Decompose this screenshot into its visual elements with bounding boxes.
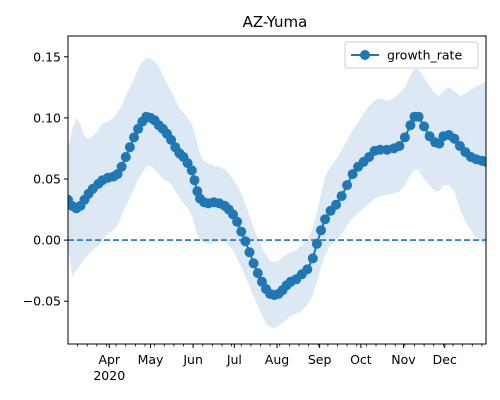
x-tick-label: Jun [182,352,203,367]
x-tick-label: Jul [226,352,242,367]
x-tick-label: Oct [350,352,372,367]
data-point [307,253,318,264]
data-point [449,133,460,144]
y-tick-label: 0.00 [33,233,61,248]
data-point [248,258,259,269]
data-point [311,238,322,249]
y-tick-label: 0.10 [33,110,61,125]
data-point [182,158,193,169]
data-point [405,120,416,131]
legend-label: growth_rate [387,48,462,63]
x-tick-label: Nov [391,352,416,367]
data-point [394,141,405,151]
y-tick-label: 0.05 [33,172,61,187]
data-point [302,264,313,275]
data-point [413,111,424,122]
data-point [316,225,326,236]
x-tick-label: Aug [265,352,289,367]
data-point [481,156,486,167]
data-point [320,214,331,225]
x-tick-label: May [138,352,164,367]
data-point [186,165,197,176]
data-point [419,121,430,132]
data-point [232,216,243,227]
x-tick-year-label: 2020 [93,368,125,383]
y-tick-label: −0.05 [23,294,61,309]
legend-marker [360,50,370,60]
chart-title: AZ-Yuma [243,13,308,31]
data-point [399,132,410,143]
data-point [375,144,386,155]
data-point [124,142,135,153]
x-tick-label: Sep [308,352,332,367]
x-tick-label: Dec [433,352,457,367]
data-point [133,123,144,134]
data-point [244,247,255,258]
data-point [331,199,342,210]
legend-box [344,41,479,69]
data-point [129,132,139,143]
data-point [347,169,358,180]
data-point [236,226,247,237]
data-point [336,191,347,202]
x-tick-label: Apr [98,352,120,367]
data-point [252,268,263,279]
data-point [166,134,177,145]
data-point [228,209,238,220]
legend: growth_rate [344,41,479,69]
data-point [189,175,200,186]
data-point [256,276,267,287]
data-point [116,161,127,172]
data-point [240,236,251,247]
data-point [434,138,445,149]
data-point [342,180,353,191]
confidence-band [68,58,486,329]
y-tick-label: 0.15 [33,49,61,64]
data-point [120,152,131,162]
plot-area [68,58,486,329]
data-point [112,169,123,180]
